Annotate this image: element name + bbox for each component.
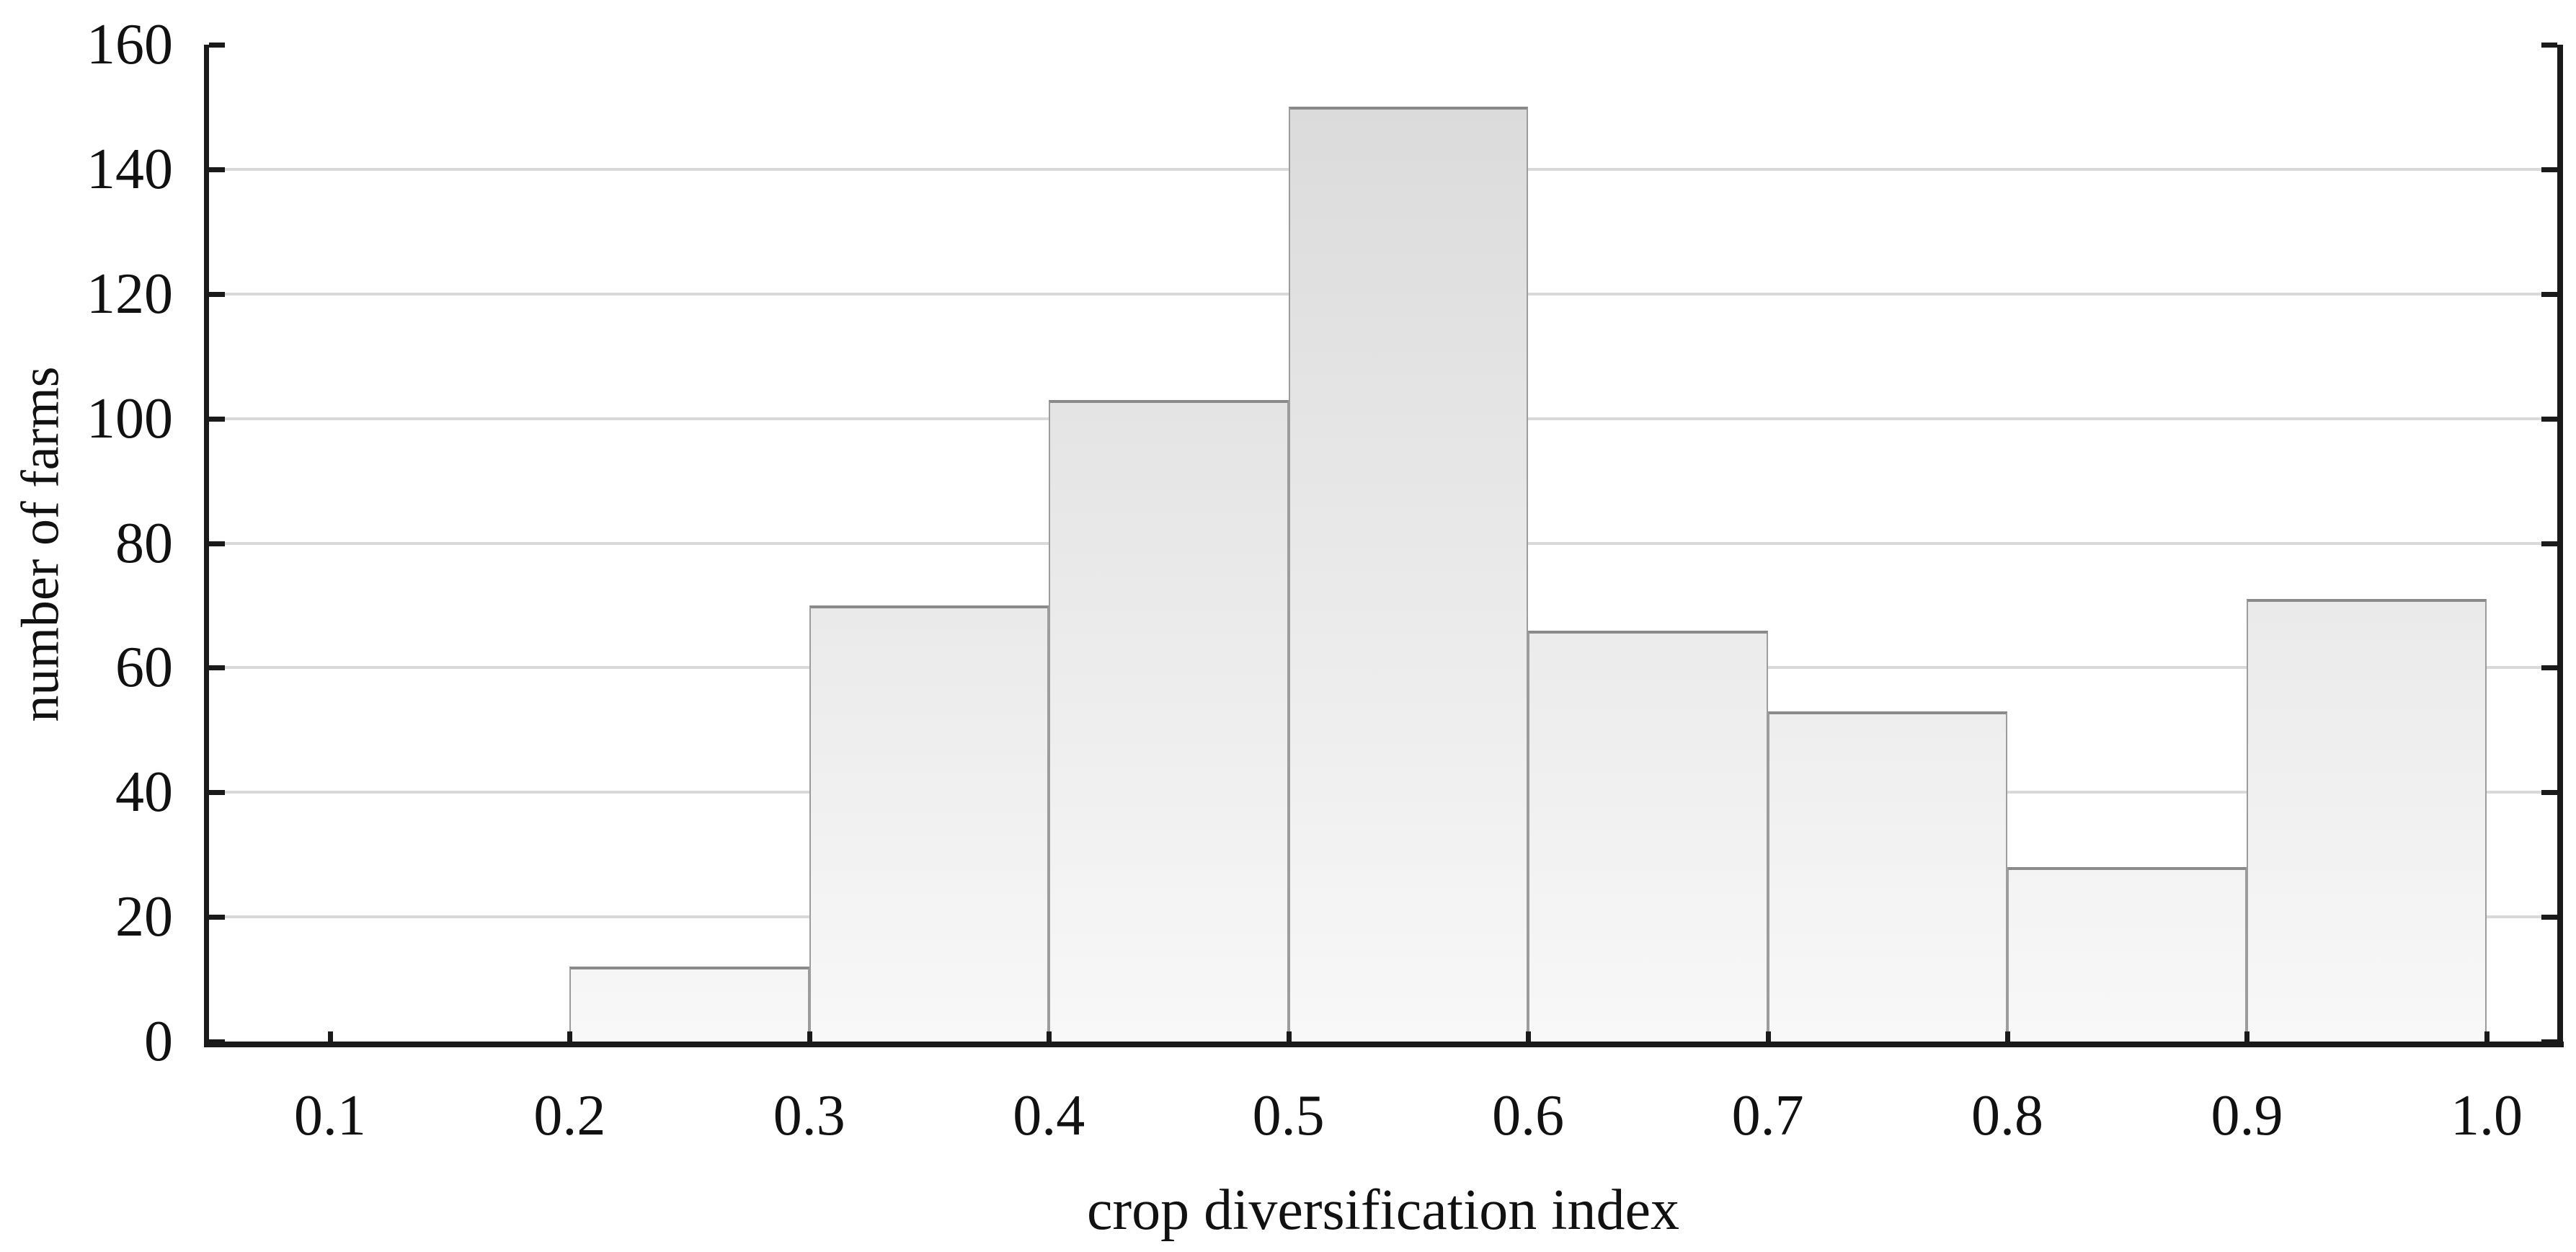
x-axis-title: crop diversification index [1087,1178,1679,1242]
y-tick-right-0 [2541,1039,2557,1044]
y-tick-label-40: 40 [115,760,173,825]
y-tick-label-0: 0 [144,1010,173,1073]
y-tick-left-80 [209,541,225,546]
x-tick-label-0.7: 0.7 [1731,1084,1804,1147]
y-tick-left-60 [209,665,225,671]
x-tick-0.4 [1047,1031,1052,1042]
x-tick-label-0.5: 0.5 [1252,1084,1325,1147]
y-tick-right-100 [2541,416,2557,422]
y-tick-label-120: 120 [86,262,173,326]
histogram-bar-0.6-0.7 [1528,630,1768,1042]
y-tick-right-20 [2541,915,2557,920]
x-tick-0.5 [1286,1031,1292,1042]
y-tick-right-60 [2541,665,2557,671]
histogram-bar-0.5-0.6 [1288,107,1529,1042]
x-tick-0.2 [567,1031,573,1042]
y-tick-label-140: 140 [86,137,173,201]
histogram-bar-0.7-0.8 [1767,711,2008,1042]
y-tick-label-160: 160 [86,13,173,76]
x-tick-label-0.8: 0.8 [1971,1084,2044,1147]
y-tick-label-20: 20 [115,885,173,949]
x-tick-label-0.9: 0.9 [2211,1084,2283,1147]
histogram-bar-0.2-0.3 [569,967,809,1042]
x-tick-label-0.2: 0.2 [533,1084,606,1147]
histogram-bar-0.3-0.4 [809,605,1049,1042]
x-tick-0.9 [2244,1031,2250,1042]
x-tick-label-0.3: 0.3 [773,1084,845,1147]
y-tick-right-140 [2541,167,2557,172]
y-tick-label-80: 80 [115,511,173,575]
y-tick-left-100 [209,416,225,422]
y-tick-left-140 [209,167,225,172]
histogram-bar-0.4-0.5 [1049,399,1289,1042]
y-tick-left-40 [209,790,225,796]
x-axis-bottom-spine [204,1042,2564,1047]
y-tick-label-60: 60 [115,636,173,700]
x-tick-label-0.4: 0.4 [1013,1084,1085,1147]
y-tick-left-0 [209,1039,225,1044]
y-axis-right-spine [2557,45,2563,1047]
y-axis-left-spine [204,45,209,1047]
histogram-bar-0.9-1 [2247,599,2487,1042]
y-tick-right-40 [2541,790,2557,796]
x-tick-0.3 [807,1031,812,1042]
y-tick-left-120 [209,291,225,297]
y-tick-left-20 [209,915,225,920]
y-tick-right-80 [2541,541,2557,546]
x-tick-0.6 [1526,1031,1532,1042]
y-tick-right-160 [2541,43,2557,48]
x-tick-1.0 [2484,1031,2490,1042]
x-tick-label-1.0: 1.0 [2450,1084,2523,1147]
x-tick-label-0.1: 0.1 [293,1084,366,1147]
x-tick-0.1 [327,1031,333,1042]
x-tick-label-0.6: 0.6 [1492,1084,1565,1147]
x-tick-0.7 [1765,1031,1771,1042]
y-tick-left-160 [209,43,225,48]
y-tick-right-120 [2541,291,2557,297]
y-tick-label-100: 100 [86,386,173,450]
histogram-bar-0.8-0.9 [2007,866,2247,1042]
x-tick-0.8 [2005,1031,2011,1042]
